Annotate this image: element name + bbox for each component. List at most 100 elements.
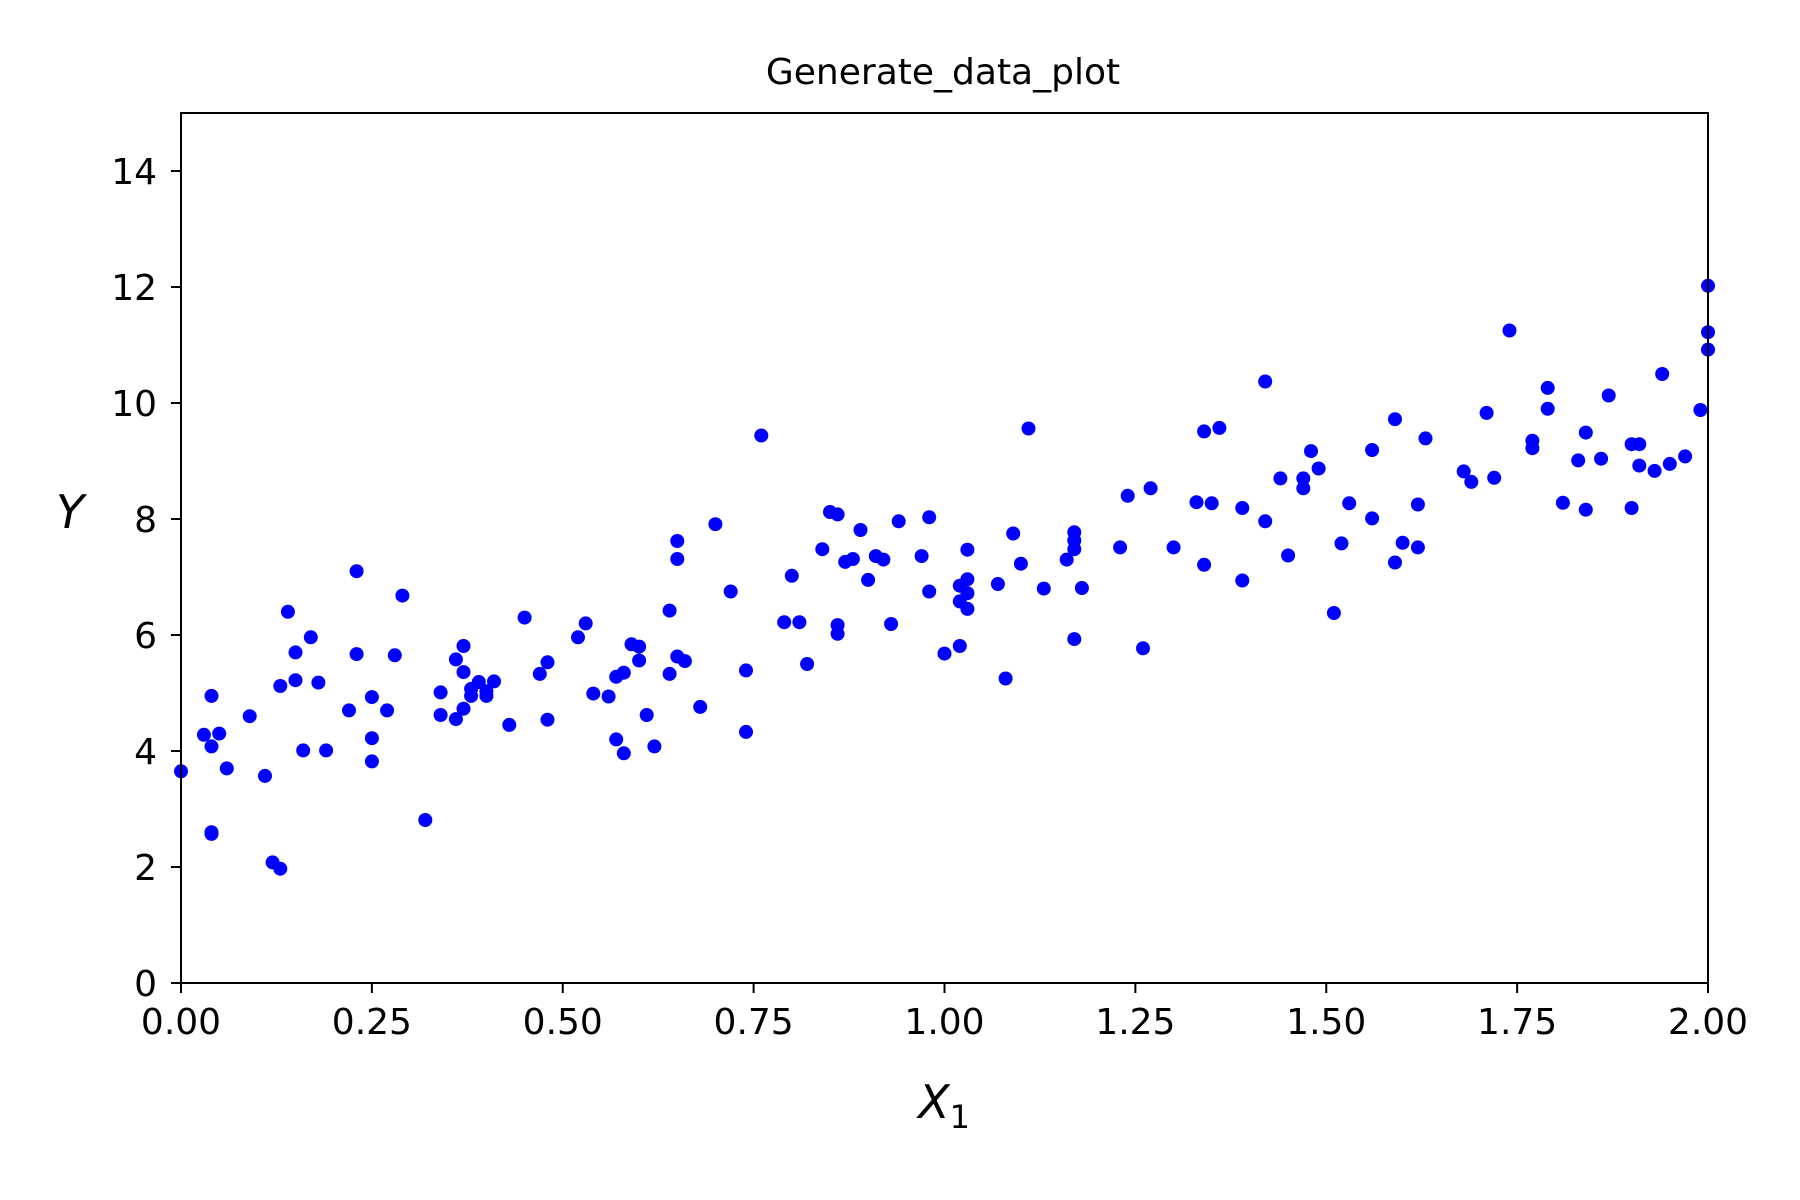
data-point-0-14	[288, 645, 303, 660]
data-point-0-12	[273, 679, 288, 693]
data-point-0-17	[303, 630, 318, 645]
y-tick-label: 4	[134, 732, 157, 773]
data-point-0-26	[380, 703, 395, 718]
data-point-0-103	[1006, 526, 1021, 541]
data-point-0-138	[1388, 555, 1402, 570]
plot-frame	[180, 112, 1709, 984]
x-tick-label: 0.25	[332, 1002, 412, 1043]
data-point-0-11	[273, 861, 288, 876]
data-point-0-5	[204, 739, 219, 754]
y-axis-ticks: 0 2 4 6 8 10 12 14	[111, 152, 181, 1005]
data-point-0-139	[1388, 412, 1402, 427]
data-point-0-83	[845, 552, 860, 566]
data-point-0-74	[784, 568, 799, 583]
data-point-0-100	[960, 572, 975, 587]
data-point-0-45	[532, 666, 547, 681]
data-point-0-111	[1067, 533, 1082, 548]
x-axis-ticks: 0.00 0.25 0.50 0.75 1.00 1.25 1.50 1.75 2.00	[141, 983, 1748, 1043]
data-point-0-77	[815, 542, 830, 557]
data-point-0-70	[739, 663, 753, 678]
data-point-0-110	[1067, 632, 1082, 647]
x-tick-label: 2.00	[1668, 1002, 1748, 1043]
data-point-0-72	[754, 428, 769, 443]
data-point-0-27	[387, 648, 402, 663]
data-point-0-122	[1212, 420, 1227, 435]
data-point-0-49	[578, 616, 593, 631]
data-points	[174, 278, 1715, 876]
data-point-0-154	[1571, 453, 1586, 468]
data-point-0-90	[914, 549, 929, 564]
data-point-0-8	[242, 709, 257, 724]
data-point-0-53	[609, 732, 624, 747]
data-point-0-157	[1594, 451, 1609, 466]
data-point-0-93	[937, 646, 952, 661]
data-point-0-38	[464, 688, 479, 703]
data-point-0-125	[1258, 514, 1273, 529]
data-point-0-50	[586, 686, 601, 701]
data-point-0-91	[922, 584, 937, 599]
data-point-0-112	[1074, 581, 1089, 595]
data-point-0-32	[448, 712, 463, 727]
data-point-0-58	[632, 639, 647, 654]
data-point-0-48	[571, 630, 585, 645]
data-point-0-158	[1601, 388, 1616, 403]
data-point-0-21	[349, 564, 364, 579]
x-tick-label: 1.25	[1095, 1002, 1175, 1043]
data-point-0-30	[433, 685, 448, 700]
data-point-0-66	[677, 654, 692, 669]
data-point-0-41	[479, 688, 494, 703]
data-point-0-150	[1525, 441, 1540, 456]
data-point-0-140	[1395, 535, 1410, 550]
x-tick-label: 0.00	[141, 1002, 221, 1043]
data-point-0-69	[723, 584, 738, 599]
data-point-0-60	[647, 739, 662, 754]
data-point-0-132	[1311, 461, 1326, 476]
data-point-0-47	[540, 712, 555, 727]
data-point-0-116	[1143, 481, 1158, 496]
data-point-0-119	[1197, 557, 1212, 572]
data-point-0-97	[960, 542, 975, 557]
data-point-0-151	[1540, 380, 1555, 395]
data-point-0-113	[1113, 540, 1128, 555]
y-tick-label: 0	[134, 964, 157, 1005]
data-point-0-9	[258, 768, 272, 783]
data-point-0-65	[670, 534, 685, 548]
data-point-0-120	[1197, 424, 1212, 439]
data-point-0-148	[1502, 323, 1517, 338]
data-point-0-105	[1021, 421, 1036, 436]
data-point-0-19	[319, 743, 334, 758]
data-point-0-67	[693, 699, 708, 714]
data-point-0-142	[1410, 540, 1425, 555]
data-point-0-161	[1632, 437, 1647, 452]
x-tick-label: 0.50	[523, 1002, 603, 1043]
data-point-0-152	[1540, 401, 1555, 416]
data-point-0-127	[1273, 471, 1288, 486]
data-point-0-96	[952, 639, 967, 653]
data-point-0-117	[1166, 540, 1181, 555]
x-axis-label: X1	[916, 1075, 970, 1136]
data-point-0-162	[1632, 458, 1647, 473]
data-point-0-165	[1662, 456, 1677, 471]
data-point-0-55	[616, 665, 631, 680]
data-point-0-34	[456, 665, 471, 680]
data-point-0-102	[998, 671, 1013, 686]
data-point-0-18	[311, 675, 326, 690]
data-point-0-129	[1296, 481, 1311, 496]
data-point-0-59	[639, 708, 654, 722]
y-tick-label: 6	[134, 616, 157, 657]
data-point-0-15	[288, 673, 303, 688]
data-point-0-88	[884, 617, 899, 631]
data-point-0-128	[1281, 548, 1296, 563]
y-tick-label: 14	[111, 152, 157, 193]
data-point-0-43	[502, 717, 517, 732]
data-point-0-73	[777, 615, 792, 630]
data-point-0-1	[196, 727, 211, 742]
data-point-0-114	[1120, 488, 1135, 503]
x-tick-label: 0.75	[714, 1002, 794, 1043]
data-point-0-87	[876, 552, 891, 567]
data-point-0-115	[1136, 641, 1150, 656]
data-point-0-85	[861, 572, 876, 587]
y-tick-label: 10	[111, 384, 157, 425]
data-point-0-25	[364, 690, 379, 705]
data-point-0-164	[1655, 367, 1670, 381]
